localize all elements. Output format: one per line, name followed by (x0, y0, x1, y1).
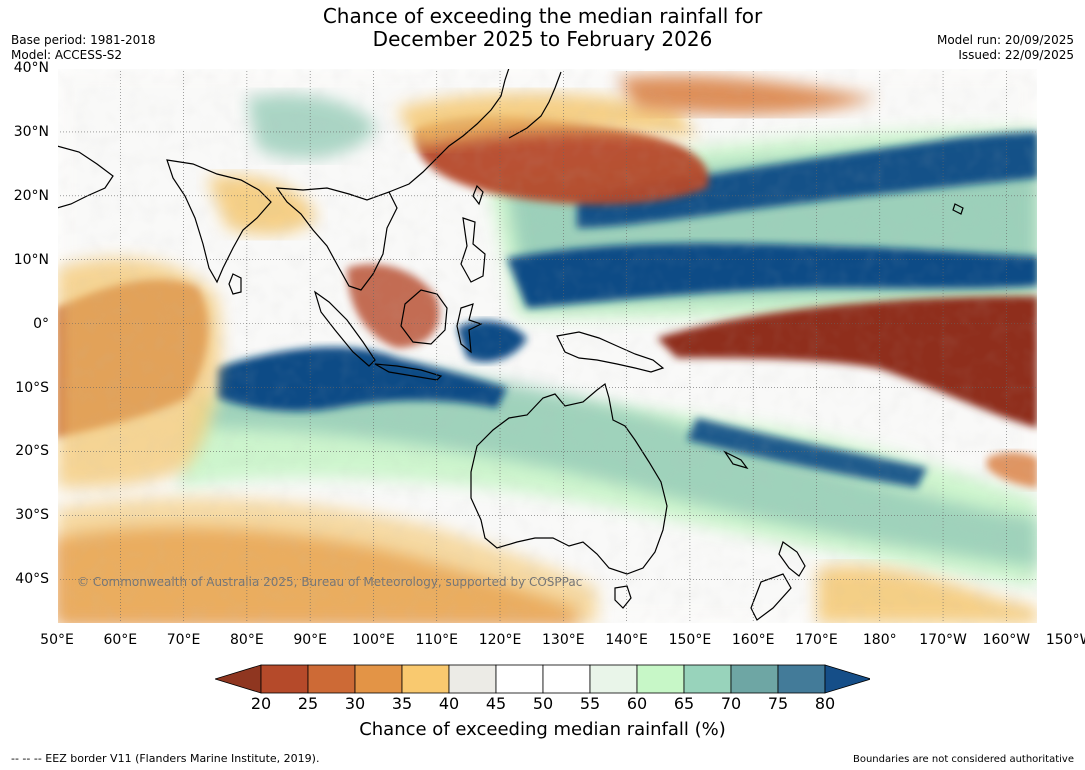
lon-label: 70°E (166, 632, 201, 648)
australia-outline (470, 382, 668, 575)
copyright-notice: © Commonwealth of Australia 2025, Bureau… (77, 575, 583, 589)
new-caledonia-outline (723, 450, 749, 470)
japan-outline (508, 71, 562, 139)
lat-label: 40°S (15, 571, 49, 588)
land-outlines (57, 68, 964, 621)
colorbar-swatch (260, 664, 309, 694)
lon-label: 140°E (605, 632, 648, 648)
taiwan-outline (472, 184, 484, 206)
lon-label: 100°E (352, 632, 395, 648)
lat-label: 40°N (13, 60, 49, 76)
india-outline (166, 159, 272, 284)
colorbar-swatch (401, 664, 450, 694)
colorbar-tick: 35 (391, 694, 413, 713)
lon-label: 170°W (919, 632, 967, 648)
colorbar-swatch (495, 664, 544, 694)
colorbar-swatch (448, 664, 497, 694)
philippines-outline (460, 217, 486, 283)
colorbar-swatch (354, 664, 403, 694)
colorbar-swatch (683, 664, 732, 694)
sulawesi-outline (456, 303, 483, 354)
colorbar-tick: 45 (485, 694, 507, 713)
title-line-1: Chance of exceeding the median rainfall … (322, 4, 763, 28)
lat-label: 20°S (15, 443, 49, 460)
borneo-outline (400, 289, 448, 345)
lat-label: 10°N (13, 251, 49, 268)
eez-note: -- -- -- EEZ border V11 (Flanders Marine… (11, 752, 320, 765)
map-frame (57, 68, 1038, 624)
colorbar-tick: 50 (532, 694, 554, 713)
colorbar-tick: 65 (673, 694, 695, 713)
colorbar-tick: 30 (344, 694, 366, 713)
colorbar-tick: 75 (767, 694, 789, 713)
colorbar-tick: 55 (579, 694, 601, 713)
java-outline (374, 363, 443, 381)
lon-label: 50°E (40, 632, 74, 648)
contour-texture (57, 68, 1038, 624)
lon-label: 150°W (1045, 632, 1085, 648)
sri-lanka-outline (228, 273, 242, 295)
colorbar-tick: 70 (720, 694, 742, 713)
sumatra-outline (313, 290, 376, 367)
lon-label: 110°E (415, 632, 459, 648)
lat-label: 30°S (15, 507, 49, 524)
tasmania-outline (614, 585, 632, 609)
title-line-2: December 2025 to February 2026 (372, 27, 713, 51)
hawaii-outline (952, 203, 964, 215)
colorbar-tick: 80 (814, 694, 836, 713)
lon-label: 120°E (478, 632, 522, 648)
new-guinea-outline (556, 331, 665, 373)
colorbar-tick: 25 (297, 694, 319, 713)
model-run: Model run: 20/09/2025 (936, 33, 1074, 47)
lon-label: 130°E (542, 632, 585, 648)
lat-label: 0° (33, 315, 49, 332)
new-zealand-south-outline (750, 573, 792, 621)
colorbar-swatch (307, 664, 356, 694)
colorbar-tick: 60 (626, 694, 648, 713)
lat-label: 10°S (15, 379, 49, 396)
lon-label: 150°E (668, 632, 712, 648)
colorbar-min-extend (215, 664, 262, 694)
china-coast-outline (388, 68, 510, 193)
colorbar-swatch (777, 664, 826, 694)
lon-label: 180° (862, 632, 897, 648)
colorbar-tick: 40 (438, 694, 460, 713)
colorbar-title: Chance of exceeding median rainfall (%) (359, 719, 726, 740)
boundaries-note: Boundaries are not considered authoritat… (852, 754, 1074, 765)
colorbar (215, 664, 870, 694)
colorbar-tick: 20 (250, 694, 272, 713)
lon-label: 170°E (795, 632, 838, 648)
colorbar-swatch (589, 664, 638, 694)
lat-label: 20°N (13, 187, 49, 204)
lon-label: 160°E (731, 632, 775, 648)
rainfall-map[interactable] (57, 68, 1038, 624)
model-name: Model: ACCESS-S2 (11, 48, 123, 62)
issued-date: Issued: 22/09/2025 (958, 48, 1074, 62)
lon-label: 160°W (982, 632, 1031, 648)
lat-label: 30°N (13, 123, 49, 140)
lon-label: 80°E (230, 632, 264, 648)
lon-label: 60°E (103, 632, 138, 648)
lon-label: 90°E (293, 632, 327, 648)
indochina-outline (275, 187, 398, 291)
colorbar-swatch (730, 664, 779, 694)
arabia-outline (57, 145, 114, 209)
colorbar-swatch (636, 664, 685, 694)
new-zealand-north-outline (778, 541, 806, 577)
base-period: Base period: 1981-2018 (11, 33, 156, 47)
colorbar-swatch (542, 664, 591, 694)
colorbar-max-extend (824, 664, 870, 694)
